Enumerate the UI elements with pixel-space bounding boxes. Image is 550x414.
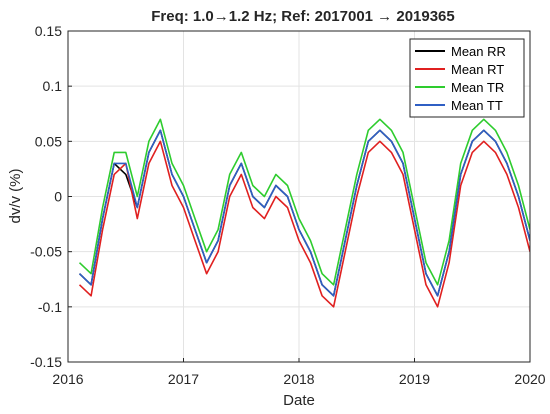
ticks (67, 30, 531, 363)
x-axis-label: Date (283, 392, 315, 409)
y-tick-label: -0.05 (30, 244, 62, 260)
series-line-mean-tr (78, 118, 530, 286)
legend-label: Mean TR (451, 80, 504, 95)
legend-label: Mean RR (451, 44, 506, 59)
x-tick-label: 2020 (514, 371, 545, 387)
legend-label: Mean RT (451, 62, 504, 77)
series-layer (78, 118, 530, 308)
x-tick-label: 2019 (399, 371, 430, 387)
y-axis-label: dv/v (%) (7, 168, 24, 223)
x-tick-label: 2018 (283, 371, 314, 387)
x-tick-label: 2016 (52, 371, 83, 387)
y-tick-label: 0.05 (35, 133, 62, 149)
legend-items: Mean RR Mean RT Mean TR Mean TT (415, 44, 506, 113)
y-tick-label: -0.15 (30, 354, 62, 370)
series-line-mean-tt (78, 129, 530, 297)
y-tick-label: 0 (54, 189, 62, 205)
chart-title: Freq: 1.0→1.2 Hz; Ref: 2017001 → 2019365 (151, 8, 455, 25)
x-tick-labels: 2016 2017 2018 2019 2020 (52, 371, 545, 387)
x-tick-label: 2017 (168, 371, 199, 387)
y-tick-labels: -0.15 -0.1 -0.05 0 0.05 0.1 0.15 (30, 23, 62, 370)
series-line-mean-rt (78, 140, 530, 308)
legend-label: Mean TT (451, 98, 503, 113)
y-tick-label: 0.15 (35, 23, 62, 39)
y-tick-label: -0.1 (38, 299, 62, 315)
y-tick-label: 0.1 (43, 78, 63, 94)
legend: Mean RR Mean RT Mean TR Mean TT (409, 38, 525, 118)
